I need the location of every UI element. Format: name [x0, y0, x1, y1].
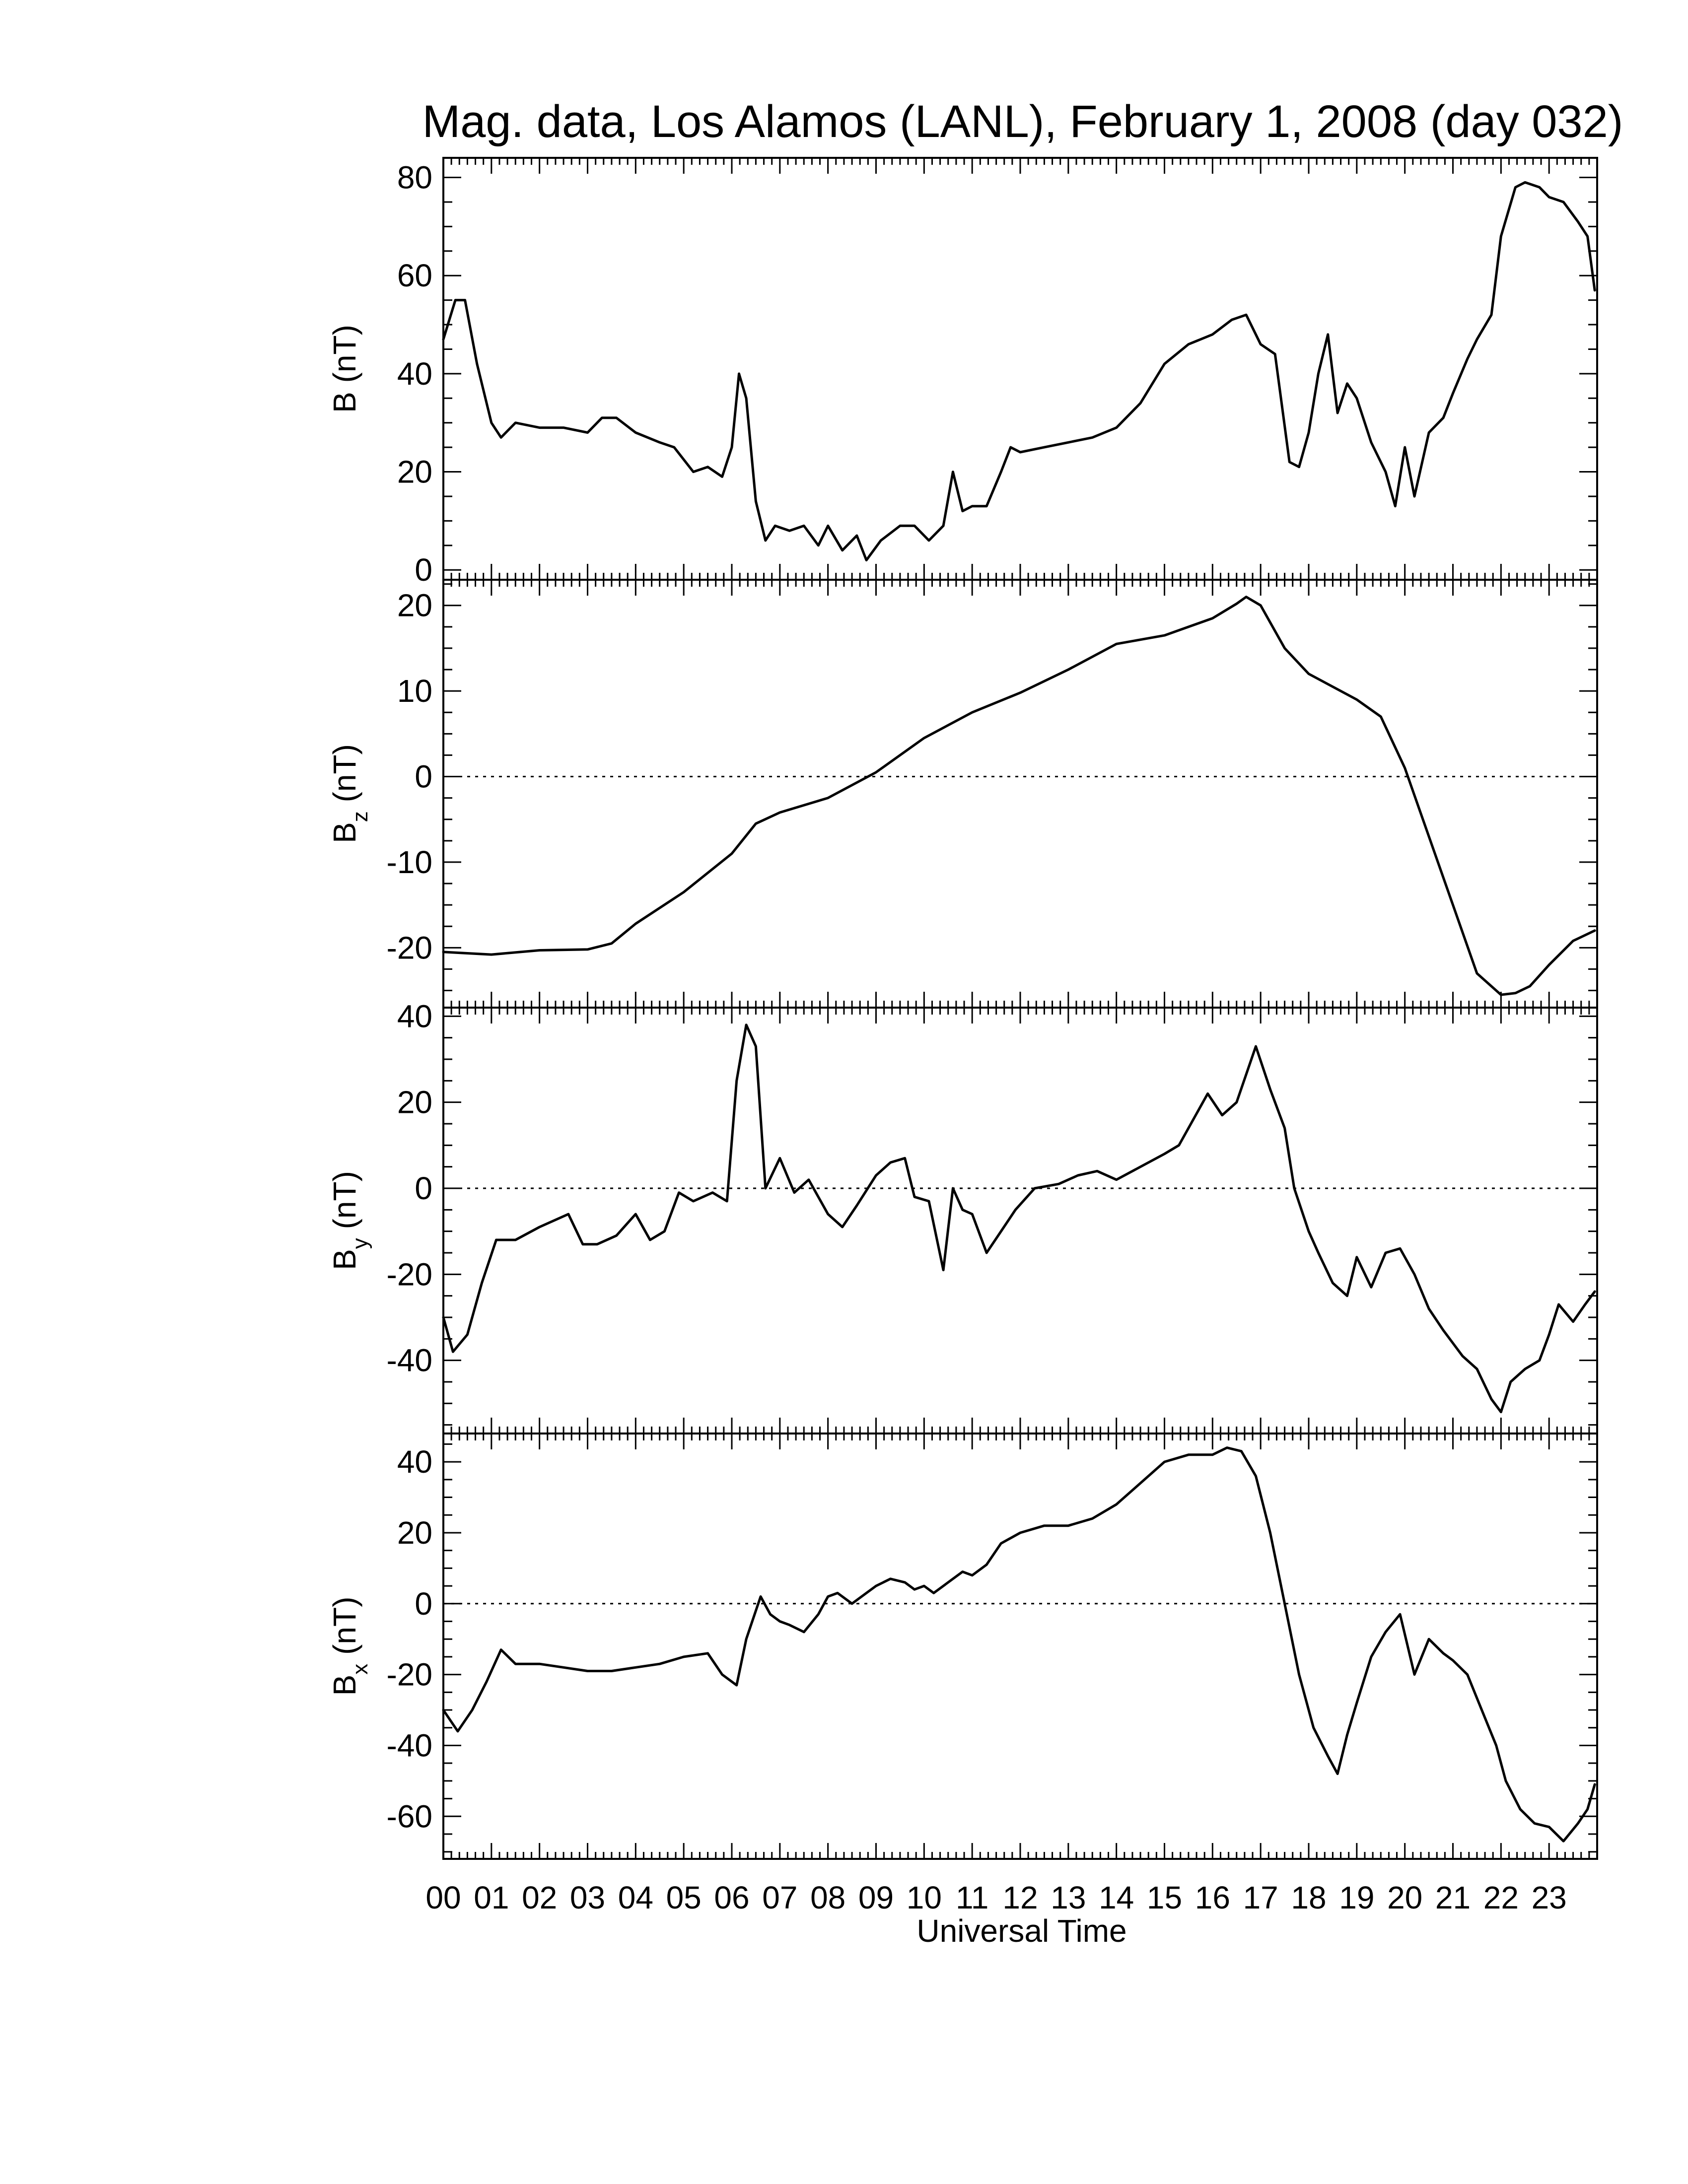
panel-Bx-frame	[442, 1433, 1598, 1860]
x-tick-label: 16	[1195, 1880, 1230, 1915]
x-tick-label: 23	[1532, 1880, 1567, 1915]
y-tick-label: 80	[397, 160, 432, 196]
x-tick-label: 04	[618, 1880, 653, 1915]
y-tick-label: 20	[397, 454, 432, 490]
panel-By: -40 -20 0 20 40 By (nT)	[327, 998, 1598, 1434]
y-tick-label: 0	[415, 1586, 432, 1622]
y-tick-label: -20	[387, 930, 433, 965]
y-tick-label: 20	[397, 1515, 432, 1551]
x-tick-label: 09	[858, 1880, 894, 1915]
panel-Bz-y-axis-label: Bz (nT)	[327, 744, 372, 843]
x-axis-label: Universal Time	[916, 1913, 1126, 1949]
panel-Bx-y-axis-label: Bx (nT)	[327, 1597, 372, 1696]
panel-B: 0 20 40 60 80 B (nT)	[327, 157, 1598, 588]
y-tick-label: -40	[387, 1343, 433, 1378]
y-tick-label: 10	[397, 673, 432, 709]
x-tick-label: 21	[1435, 1880, 1471, 1915]
x-tick-label: 02	[522, 1880, 557, 1915]
panel-B-series-line	[442, 181, 1596, 561]
y-tick-label: 20	[397, 588, 432, 623]
panel-Bx-series-line	[442, 1446, 1596, 1843]
y-tick-label: 60	[397, 258, 432, 293]
y-tick-label: -20	[387, 1657, 433, 1693]
x-tick-label: 05	[666, 1880, 702, 1915]
y-tick-label: 40	[397, 1444, 432, 1480]
panel-Bx: -60 -40 -20 0 20 40 Bx (nT)	[327, 1433, 1598, 1860]
x-tick-label: 14	[1099, 1880, 1134, 1915]
x-tick-label: 18	[1291, 1880, 1326, 1915]
panel-B-y-axis-label: B (nT)	[327, 325, 362, 413]
x-tick-label-layer: 00 01 02 03 04 05 06 07 08 09 10 11 12 13 14 15 16 17 18 19…	[425, 1880, 1566, 1915]
panel-Bz: -20 -10 0 10 20 Bz (nT)	[327, 579, 1598, 1009]
x-tick-label: 11	[956, 1880, 988, 1915]
x-tick-label: 01	[474, 1880, 509, 1915]
x-tick-label: 10	[907, 1880, 942, 1915]
panel-B-frame	[442, 157, 1598, 581]
panel-By-y-axis-label: By (nT)	[327, 1171, 372, 1270]
y-tick-label: 0	[415, 1170, 432, 1206]
y-tick-label: -20	[387, 1256, 433, 1292]
x-tick-label: 12	[1002, 1880, 1038, 1915]
x-tick-label: 08	[810, 1880, 845, 1915]
panel-Bz-series-line	[442, 596, 1596, 996]
x-tick-label: 00	[425, 1880, 461, 1915]
y-tick-label: 40	[397, 998, 432, 1034]
x-tick-label: 22	[1483, 1880, 1519, 1915]
chart-title: Mag. data, Los Alamos (LANL), February 1…	[422, 96, 1623, 147]
x-tick-label: 20	[1387, 1880, 1422, 1915]
panel-By-series-line	[442, 1024, 1596, 1414]
x-tick-label: 17	[1243, 1880, 1278, 1915]
y-tick-label: 40	[397, 356, 432, 392]
x-tick-label: 03	[570, 1880, 605, 1915]
y-tick-label: -60	[387, 1798, 433, 1834]
y-tick-label: 0	[415, 552, 432, 588]
panel-By-frame	[442, 1007, 1598, 1434]
panel-Bz-frame	[442, 579, 1598, 1009]
y-tick-label: 0	[415, 759, 432, 795]
x-tick-label: 07	[762, 1880, 797, 1915]
y-tick-label: -10	[387, 844, 433, 880]
x-tick-label: 19	[1339, 1880, 1374, 1915]
x-tick-label: 13	[1051, 1880, 1086, 1915]
y-tick-label: -40	[387, 1727, 433, 1763]
x-tick-label: 15	[1147, 1880, 1182, 1915]
x-tick-label: 06	[714, 1880, 749, 1915]
y-tick-label: 20	[397, 1085, 432, 1120]
